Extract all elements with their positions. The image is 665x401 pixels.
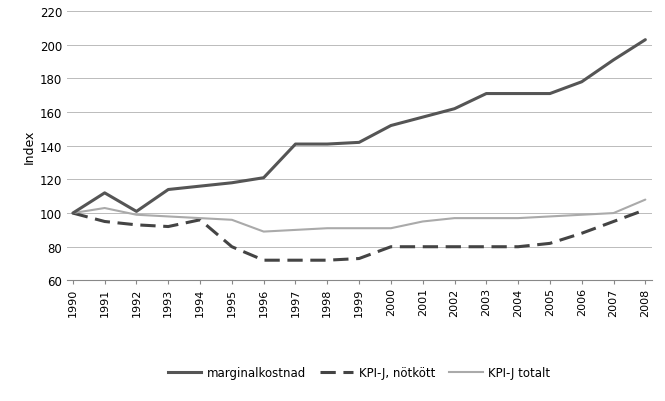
Y-axis label: Index: Index: [23, 129, 36, 164]
Legend: marginalkostnad, KPI-J, nötkött, KPI-J totalt: marginalkostnad, KPI-J, nötkött, KPI-J t…: [163, 362, 555, 384]
